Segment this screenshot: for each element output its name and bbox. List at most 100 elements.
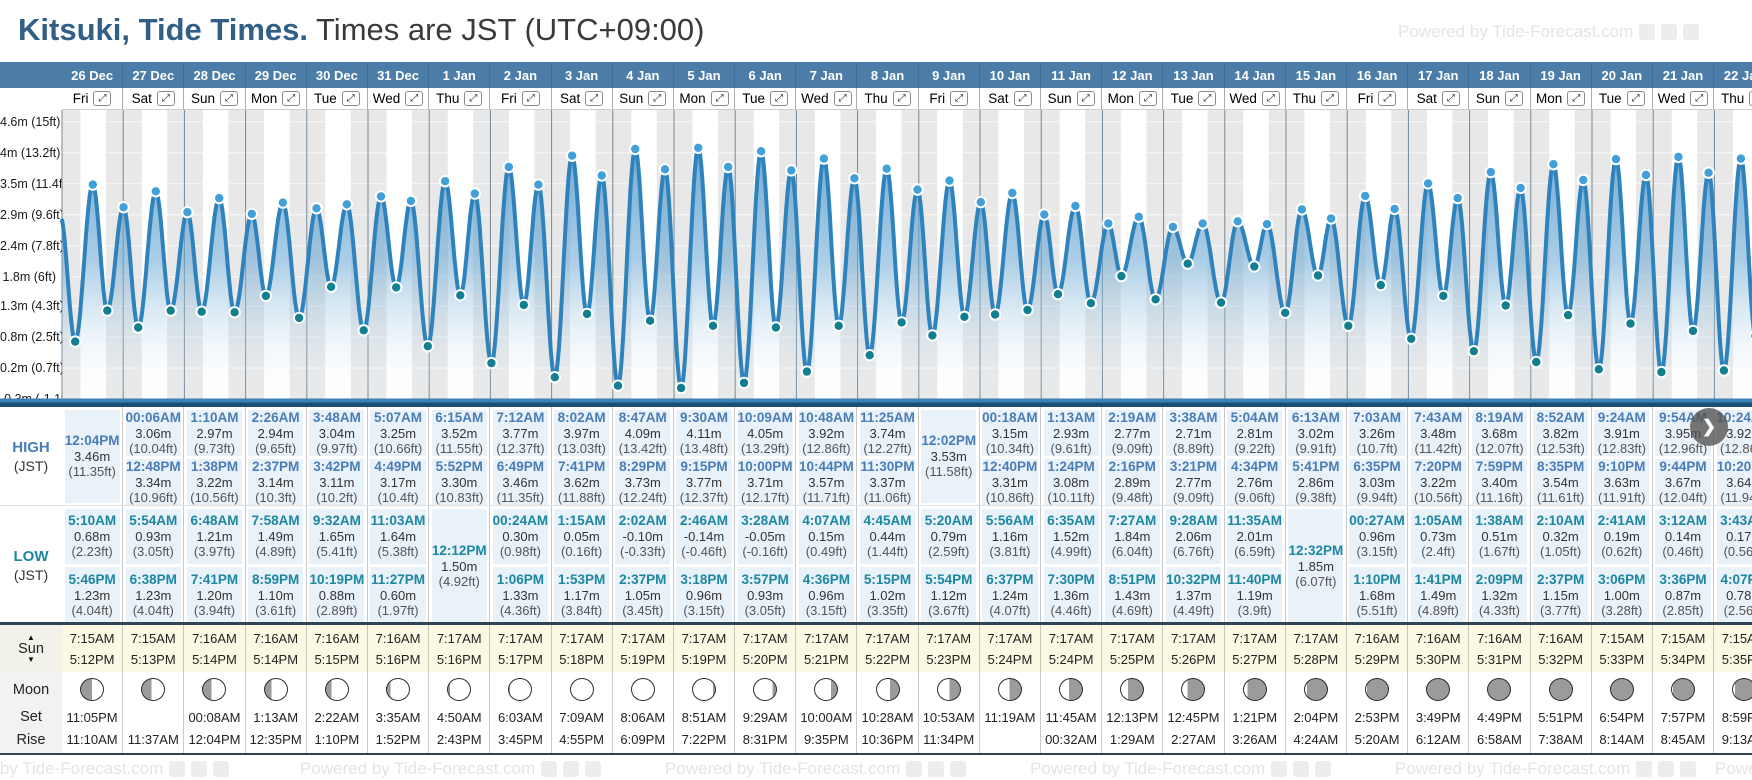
tide-height-m: 4.05m <box>747 425 784 441</box>
scroll-down-icon[interactable]: ▼ <box>27 654 35 664</box>
expand-day-button[interactable]: ⤢ <box>770 91 789 106</box>
sun-cell: 7:17AM 5:27PM <box>1225 625 1286 672</box>
tide-entry: 3:36PM 0.87m (2.85ft) <box>1655 567 1711 623</box>
expand-day-button[interactable]: ⤢ <box>1749 91 1752 106</box>
sun-cell: 7:15AM 5:33PM <box>1592 625 1653 672</box>
tide-height-m: 1.64m <box>379 529 417 545</box>
sun-cell: 7:16AM 5:31PM <box>1469 625 1531 672</box>
day-cell: Mon ⤢ <box>1530 88 1592 110</box>
next-days-button[interactable]: ❯ <box>1690 408 1728 446</box>
moonrise-time: 2:27AM <box>1171 732 1216 748</box>
moon-cell: 12:13PM 1:29AM <box>1102 672 1164 753</box>
expand-day-button[interactable]: ⤢ <box>648 91 667 106</box>
day-cell: Sun ⤢ <box>1041 88 1103 110</box>
tide-time: 3:28AM <box>741 513 790 529</box>
tide-height-ft: (10.11ft) <box>1047 489 1095 505</box>
moon-cell: 1:13AM 12:35PM <box>246 672 307 753</box>
expand-day-button[interactable]: ⤢ <box>219 91 238 106</box>
expand-day-button[interactable]: ⤢ <box>1320 91 1339 106</box>
moonset-time: 2:53PM <box>1354 710 1400 726</box>
tide-height-ft: (12.04ft) <box>1658 489 1708 505</box>
moon-phase-icon <box>1426 678 1451 702</box>
day-cell: Tue ⤢ <box>1163 88 1225 110</box>
day-cell: Sat ⤢ <box>551 88 613 110</box>
sunset-time: 5:32PM <box>1538 651 1583 667</box>
tide-height-ft: (4.46ft) <box>1050 602 1092 618</box>
sunrise-time: 7:16AM <box>375 630 421 646</box>
expand-day-button[interactable]: ⤢ <box>1626 91 1645 106</box>
tide-time: 12:40PM <box>982 458 1038 474</box>
low-cell: 1:15AM 0.05m (0.16ft) 1:53PM 1.17m (3.84ft) <box>552 506 613 625</box>
tide-time: 3:57PM <box>741 571 789 587</box>
expand-day-button[interactable]: ⤢ <box>950 91 969 106</box>
expand-day-button[interactable]: ⤢ <box>1261 91 1280 106</box>
tide-height-m: 1.23m <box>74 587 111 603</box>
tide-entry: 7:27AM 1.84m (6.04ft) <box>1104 508 1160 564</box>
expand-day-button[interactable]: ⤢ <box>464 91 483 106</box>
tide-entry: 6:13AM 3.02m (9.91ft) <box>1288 409 1344 456</box>
tide-entry: 4:49PM 3.17m (10.4ft) <box>370 458 426 505</box>
moonrise-time: 11:10AM <box>66 732 118 748</box>
day-label: Sat <box>988 91 1009 106</box>
tide-height-m: 3.53m <box>930 449 967 464</box>
moon-phase-icon <box>691 678 716 702</box>
expand-day-button[interactable]: ⤢ <box>405 91 424 106</box>
tide-height-m: 1.36m <box>1053 587 1090 603</box>
expand-day-button[interactable]: ⤢ <box>1198 91 1217 106</box>
expand-day-button[interactable]: ⤢ <box>1076 91 1095 106</box>
low-cell: 3:28AM -0.05m (-0.16ft) 3:57PM 0.93m (3.05ft) <box>735 506 797 625</box>
tide-time: 10:09AM <box>737 409 793 425</box>
sunrise-time: 7:17AM <box>1109 630 1155 646</box>
expand-day-button[interactable]: ⤢ <box>1138 91 1157 106</box>
watermark: Powered by Tide-Forecast.com <box>300 759 602 779</box>
tide-height-ft: (11.55ft) <box>435 440 483 456</box>
tide-time: 5:54AM <box>129 513 178 529</box>
date-cell: 5 Jan <box>674 62 736 88</box>
moon-cell: 2:22AM 1:10PM <box>307 672 368 753</box>
watermark-app-icon <box>1639 24 1656 40</box>
expand-day-button[interactable]: ⤢ <box>1690 91 1709 106</box>
expand-day-button[interactable]: ⤢ <box>282 91 301 106</box>
high-tide-row: HIGH (JST) 12:04PM 3.46m (11.35ft) 00:06AM 3… <box>0 407 1752 505</box>
moon-cell: 12:45PM 2:27AM <box>1163 672 1225 753</box>
tide-height-ft: (4.92ft) <box>438 573 480 589</box>
expand-day-button[interactable]: ⤢ <box>1378 91 1397 106</box>
expand-day-button[interactable]: ⤢ <box>833 91 852 106</box>
moon-phase-icon <box>1548 678 1573 702</box>
expand-icon: ⤢ <box>1631 93 1640 104</box>
date-cell: 31 Dec <box>368 62 430 88</box>
moonrise-time: 7:38AM <box>1538 732 1583 748</box>
moon-phase-icon <box>1120 678 1145 702</box>
tide-height-ft: (4.99ft) <box>1050 544 1092 560</box>
tide-time: 2:19AM <box>1108 409 1157 425</box>
scroll-up-icon[interactable]: ▲ <box>27 632 35 642</box>
tide-time: 12:02PM <box>921 433 977 448</box>
expand-day-button[interactable]: ⤢ <box>892 91 911 106</box>
tide-entry: 1:53PM 1.17m (3.84ft) <box>554 567 610 623</box>
expand-day-button[interactable]: ⤢ <box>1013 91 1032 106</box>
expand-day-button[interactable]: ⤢ <box>1441 91 1460 106</box>
date-cell: 14 Jan <box>1225 62 1286 88</box>
expand-day-button[interactable]: ⤢ <box>521 91 540 106</box>
tide-height-m: 3.52m <box>441 425 478 441</box>
expand-day-button[interactable]: ⤢ <box>93 91 112 106</box>
tide-time: 3:43AM <box>1720 513 1752 529</box>
tide-time: 00:24AM <box>492 513 549 529</box>
tide-height-m: 3.03m <box>1358 474 1396 490</box>
day-label: Sun <box>619 91 644 106</box>
expand-day-button[interactable]: ⤢ <box>341 91 360 106</box>
expand-day-button[interactable]: ⤢ <box>1567 91 1586 106</box>
sun-cell: 7:16AM 5:29PM <box>1347 625 1409 672</box>
tide-height-ft: (9.91ft) <box>1295 440 1337 456</box>
sunrise-time: 7:17AM <box>559 630 604 646</box>
expand-day-button[interactable]: ⤢ <box>585 91 604 106</box>
expand-day-button[interactable]: ⤢ <box>156 91 175 106</box>
moon-phase-icon <box>141 678 166 702</box>
expand-day-button[interactable]: ⤢ <box>710 91 729 106</box>
expand-day-button[interactable]: ⤢ <box>1504 91 1523 106</box>
tide-entry: 6:35AM 1.52m (4.99ft) <box>1043 508 1099 564</box>
day-cell: Sat ⤢ <box>979 88 1041 110</box>
tide-entry: 00:18AM 3.15m (10.34ft) <box>982 409 1038 456</box>
high-row-label: HIGH (JST) <box>0 407 62 505</box>
moonrise-time: 7:22PM <box>681 732 727 748</box>
